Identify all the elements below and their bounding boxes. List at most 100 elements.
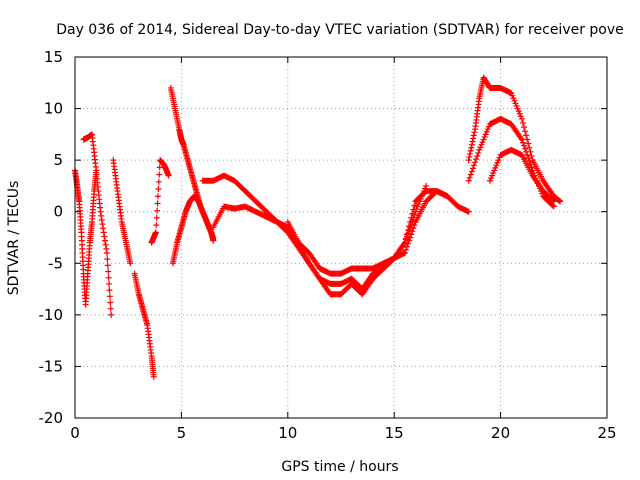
data-point	[405, 230, 412, 237]
data-point	[467, 147, 474, 154]
data-point	[154, 207, 161, 214]
data-point	[549, 197, 556, 204]
data-point	[98, 212, 105, 219]
x-tick-label: 0	[70, 424, 80, 442]
data-point	[106, 293, 113, 300]
x-tick-label: 10	[278, 424, 297, 442]
series-arc11	[423, 188, 472, 215]
data-point	[473, 156, 480, 163]
axis-ticks	[74, 56, 608, 419]
data-point	[101, 233, 108, 240]
data-point	[519, 120, 526, 127]
data-point	[99, 221, 106, 228]
data-point	[102, 237, 109, 244]
data-point	[156, 164, 163, 171]
data-point	[549, 202, 556, 209]
data-point	[401, 239, 408, 246]
data-point	[401, 249, 408, 256]
data-point	[474, 153, 481, 160]
data-point	[406, 227, 413, 234]
data-point	[522, 128, 529, 135]
data-point	[410, 225, 417, 232]
x-tick-label: 15	[385, 424, 404, 442]
data-point	[106, 280, 113, 287]
series-arc2	[169, 193, 217, 267]
series-arc14	[486, 146, 557, 205]
y-tick-label: -15	[39, 357, 64, 375]
series-arc10	[148, 157, 172, 246]
y-tick-label: 5	[53, 151, 63, 169]
chart-title: Day 036 of 2014, Sidereal Day-to-day VTE…	[56, 22, 624, 38]
data-point	[100, 229, 107, 236]
data-point	[523, 132, 530, 139]
data-point	[466, 174, 473, 181]
data-point	[524, 151, 531, 158]
y-tick-labels: -20 -15 -10 -5 0 5 10 15	[39, 48, 64, 427]
data-point	[465, 208, 472, 215]
data-point	[403, 233, 410, 240]
data-point	[524, 136, 531, 143]
series-arc9	[131, 270, 157, 380]
x-axis-label: GPS time / hours	[281, 459, 398, 475]
data-point	[155, 178, 162, 185]
data-point	[521, 142, 528, 149]
data-point	[557, 198, 564, 205]
data-point	[410, 214, 417, 221]
data-point	[471, 162, 477, 169]
data-point	[411, 202, 418, 209]
data-point	[470, 135, 477, 142]
data-point	[518, 136, 525, 143]
y-axis-label: SDTVAR / TECUs	[6, 181, 22, 296]
data-point	[406, 237, 413, 244]
data-point	[518, 115, 525, 122]
y-tick-label: 0	[53, 203, 63, 221]
series-arc7	[80, 131, 115, 318]
y-tick-label: -20	[39, 409, 64, 427]
data-point	[521, 124, 528, 131]
data-point	[108, 311, 115, 318]
data-point	[103, 249, 110, 256]
plot-frame	[74, 56, 608, 419]
data-point	[104, 262, 111, 269]
data-point	[471, 129, 478, 136]
data-point	[468, 144, 475, 151]
data-point	[465, 177, 472, 184]
x-tick-labels: 0 5 10 15 20 25	[70, 424, 616, 442]
series-arc1	[167, 84, 217, 241]
data-point	[153, 222, 160, 229]
data-point	[97, 208, 104, 215]
data-point	[150, 373, 157, 380]
series-arc8	[110, 157, 134, 267]
y-tick-label: 15	[44, 48, 63, 66]
data-point	[408, 221, 415, 228]
data-point	[527, 161, 534, 168]
data-point	[106, 287, 113, 294]
data-point	[210, 237, 217, 244]
data-points	[72, 74, 564, 380]
data-point	[102, 241, 109, 248]
data-point	[475, 149, 482, 156]
data-point	[402, 246, 409, 253]
data-point	[98, 216, 105, 223]
series-arc6	[72, 167, 100, 308]
data-point	[469, 165, 476, 172]
data-point	[472, 159, 479, 166]
data-point	[550, 203, 557, 210]
data-point	[519, 139, 526, 146]
data-point	[152, 229, 159, 236]
data-point	[550, 198, 557, 205]
data-point	[528, 153, 535, 160]
data-point	[156, 171, 163, 178]
data-point	[165, 172, 172, 179]
data-point	[402, 236, 409, 243]
y-tick-label: -10	[39, 306, 64, 324]
data-point	[127, 260, 134, 267]
data-point	[155, 186, 162, 193]
series-arc3	[210, 188, 451, 277]
y-tick-label: -5	[48, 254, 63, 272]
data-point	[468, 141, 475, 148]
data-point	[403, 243, 410, 250]
data-point	[466, 154, 473, 161]
data-point	[154, 193, 161, 200]
